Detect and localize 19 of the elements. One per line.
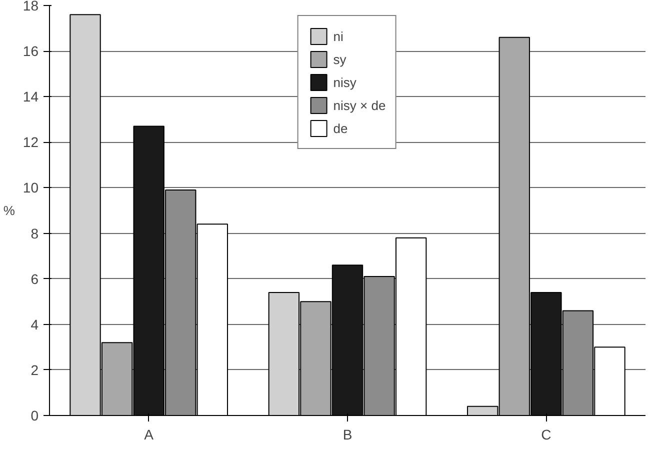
y-tick-label: 0 [30, 408, 39, 424]
x-tick-label: B [342, 426, 352, 442]
y-tick-label: 4 [30, 316, 39, 332]
legend-label: ni [333, 28, 344, 44]
y-tick-label: 16 [22, 43, 39, 60]
y-tick-label: 18 [22, 0, 39, 14]
legend-label: nisy × de [333, 98, 386, 112]
y-axis-title: % [3, 203, 16, 218]
y-tick-label: 2 [30, 362, 39, 378]
y-tick-label: 12 [22, 134, 39, 150]
x-tick-label: C [541, 426, 552, 442]
x-tick-label: A [144, 426, 154, 442]
y-tick-label: 6 [30, 270, 39, 287]
y-tick-label: 8 [30, 225, 39, 242]
legend-label: nisy [333, 74, 356, 90]
legend-label: sy [333, 52, 348, 66]
y-tick-label: 10 [22, 180, 39, 196]
y-tick-label: 14 [22, 88, 39, 105]
legend-label: de [333, 120, 349, 136]
